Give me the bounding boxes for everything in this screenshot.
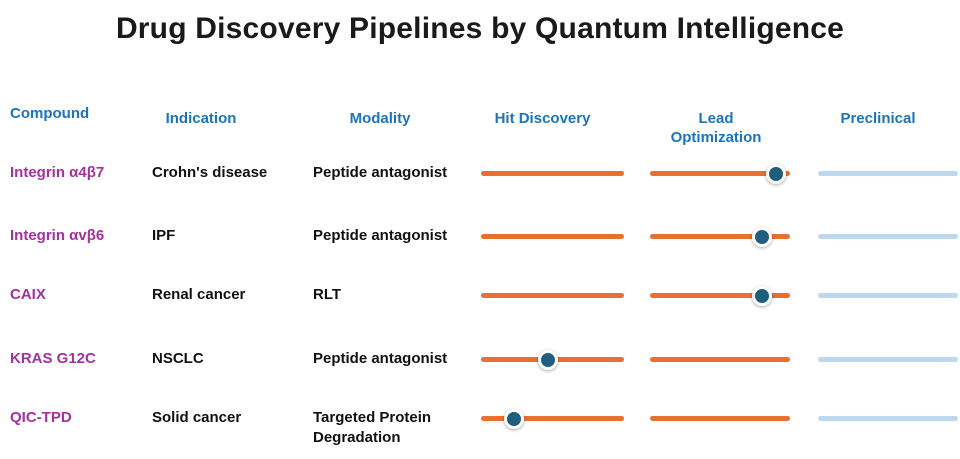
stage-track-hit-discovery xyxy=(481,293,624,298)
compound-name: QIC-TPD xyxy=(10,409,72,426)
stage-track-preclinical xyxy=(818,416,958,421)
stage-track-lead-optimization xyxy=(650,163,790,184)
stage-marker xyxy=(538,349,559,370)
modality-text: RLT xyxy=(313,286,342,303)
stage-marker xyxy=(766,163,786,184)
compound-name: CAIX xyxy=(10,286,46,303)
stage-marker xyxy=(752,226,772,247)
column-header-indication: Indication xyxy=(165,110,237,127)
column-header-lead-optimization: Lead Optimization xyxy=(670,110,762,146)
stage-track-hit-discovery xyxy=(481,234,624,239)
stage-marker xyxy=(503,408,524,429)
stage-track-hit-discovery xyxy=(481,408,624,429)
indication-text: Renal cancer xyxy=(152,286,246,303)
compound-name: Integrin αvβ6 xyxy=(10,227,105,244)
pipeline-row: CAIX Renal cancer RLT xyxy=(0,285,960,309)
column-header-preclinical: Preclinical xyxy=(840,110,916,127)
modality-text: Targeted Protein Degradation xyxy=(313,409,432,446)
modality-text: Peptide antagonist xyxy=(313,227,448,244)
stage-track-preclinical xyxy=(818,171,958,176)
pipeline-row: Integrin α4β7 Crohn's disease Peptide an… xyxy=(0,163,960,187)
compound-name: KRAS G12C xyxy=(10,350,96,367)
stage-track-hit-discovery xyxy=(481,171,624,176)
indication-text: Solid cancer xyxy=(152,409,242,426)
stage-track-preclinical xyxy=(818,234,958,239)
stage-track-lead-optimization xyxy=(650,226,790,247)
pipeline-row: QIC-TPD Solid cancer Targeted Protein De… xyxy=(0,408,960,446)
column-header-hit-discovery: Hit Discovery xyxy=(494,110,591,127)
stage-marker xyxy=(752,285,772,306)
modality-text: Peptide antagonist xyxy=(313,164,448,181)
indication-text: NSCLC xyxy=(152,350,204,367)
pipeline-row: Integrin αvβ6 IPF Peptide antagonist xyxy=(0,226,960,250)
stage-track-lead-optimization xyxy=(650,285,790,306)
stage-track-lead-optimization xyxy=(650,416,790,421)
compound-name: Integrin α4β7 xyxy=(10,164,105,181)
stage-track-lead-optimization xyxy=(650,357,790,362)
column-header-modality: Modality xyxy=(349,110,411,127)
modality-text: Peptide antagonist xyxy=(313,350,448,367)
indication-text: IPF xyxy=(152,227,176,244)
indication-text: Crohn's disease xyxy=(152,164,268,181)
stage-track-preclinical xyxy=(818,293,958,298)
stage-track-hit-discovery xyxy=(481,349,624,370)
stage-track-preclinical xyxy=(818,357,958,362)
figure-title: Drug Discovery Pipelines by Quantum Inte… xyxy=(115,12,845,45)
pipeline-row: KRAS G12C NSCLC Peptide antagonist xyxy=(0,349,960,373)
column-header-compound: Compound xyxy=(10,105,90,122)
